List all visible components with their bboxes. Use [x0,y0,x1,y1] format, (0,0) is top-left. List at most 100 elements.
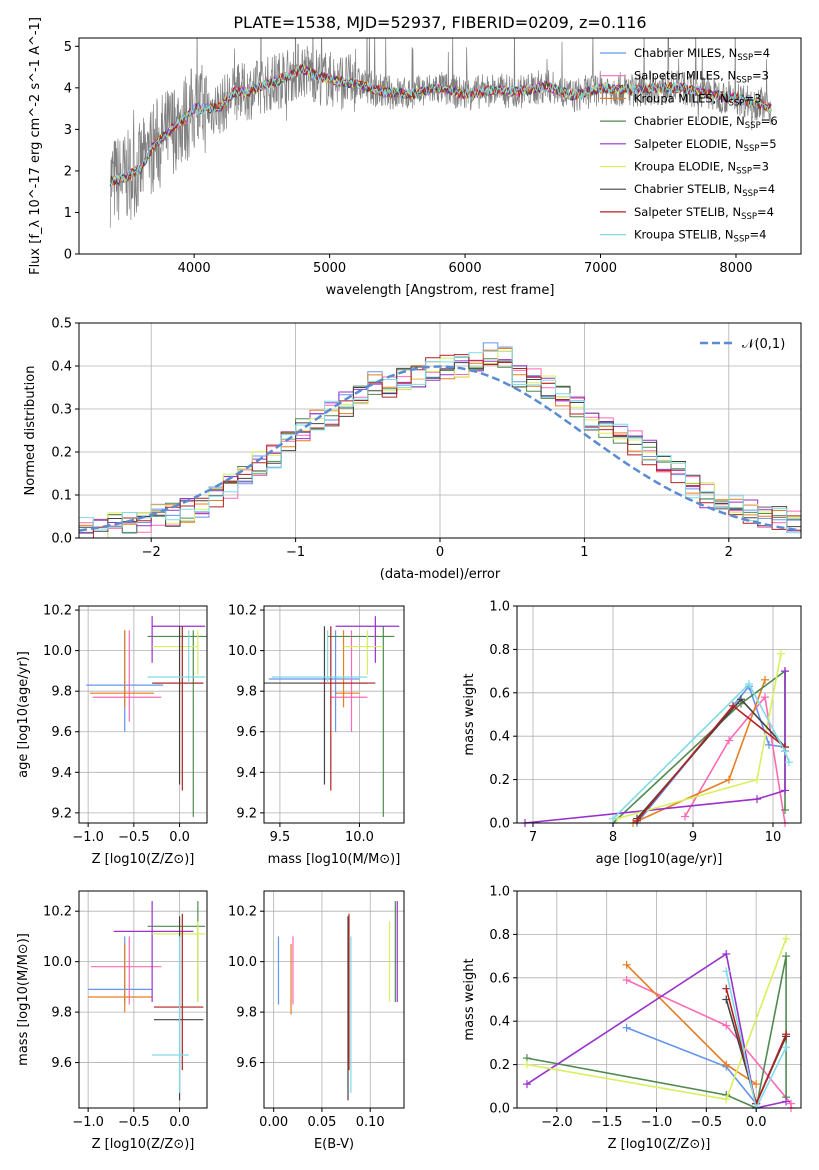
mass-weight-series-1 [684,695,786,824]
y-tick-label: 0.6 [489,686,510,701]
legend-entry: Chabrier STELIB, NSSP=4 [634,182,775,199]
x-axis-label: (data-model)/error [380,567,501,582]
y-tick-label: 10.2 [43,604,72,619]
spectrum-plot: 4000 5000 6000 7000 8000 0 1 2 3 4 5 wavelength [An… [28,17,802,298]
x-tick-label: −2.0 [541,1115,573,1130]
legend-entry: Kroupa STELIB, NSSP=4 [634,228,766,245]
plot-frame [516,605,802,824]
age-vs-metallicity-plot: −1.0 −0.5 0.0 9.2 9.4 9.6 9.8 10.0 10.2 Z [log10(… [16,604,208,867]
y-tick-label: 4 [64,81,72,96]
x-tick-label: 1 [580,545,588,560]
y-tick-label: 0.2 [51,446,72,461]
y-axis-label: mass weight [462,673,477,755]
legend-entry: 𝒩(0,1) [742,337,785,352]
x-tick-label: 10 [765,830,782,845]
mass-weight-vs-metallicity-plot: −2.0 −1.5 −1.0 −0.5 0.0 0.0 0.2 0.4 0.6 0.8 1.0 Z [… [462,885,802,1152]
y-tick-label: 0.5 [51,317,72,332]
model-spectrum-8 [109,64,772,188]
mass-vs-metallicity-plot: −1.0 −0.5 0.0 9.6 9.8 10.0 10.2 Z [log10(Z/Z⊙)]… [16,890,208,1152]
y-tick-label: 2 [64,164,72,179]
x-tick-label: −1.0 [641,1115,673,1130]
x-tick-label: 8 [609,830,617,845]
x-tick-label: 7000 [584,261,617,276]
y-tick-label: 10.0 [228,955,257,970]
y-tick-label: 1.0 [489,885,510,900]
x-axis-label: E(B-V) [314,1137,354,1152]
y-tick-label: 9.8 [236,1006,257,1021]
mass-weight-series-4 [524,671,786,824]
y-tick-label: 9.6 [236,725,257,740]
x-tick-label: 10.0 [345,830,374,845]
y-tick-label: 9.8 [236,685,257,700]
x-tick-label: −0.5 [118,1115,150,1130]
x-tick-label: −1.5 [591,1115,623,1130]
y-tick-label: 9.4 [51,766,72,781]
y-tick-label: 9.2 [51,806,72,821]
legend-entry: Kroupa ELODIE, NSSP=3 [634,160,769,177]
histogram-series-4 [78,359,801,538]
legend-entry: Salpeter STELIB, NSSP=4 [634,205,774,222]
x-tick-label: 5000 [313,261,346,276]
plot-frame [263,890,405,1109]
x-tick-label: −1.0 [72,830,104,845]
y-tick-label: 0.2 [489,773,510,788]
x-tick-label: −0.5 [118,830,150,845]
legend-entry: Chabrier ELODIE, NSSP=6 [634,114,778,131]
plot-frame [516,890,802,1109]
x-axis-label: Z [log10(Z/Z⊙)] [92,852,195,867]
x-tick-label: 0.05 [307,1115,336,1130]
plot-frame [263,605,405,824]
legend-entry: Salpeter MILES, NSSP=3 [634,69,769,86]
y-tick-label: 0.4 [489,1015,510,1030]
x-tick-label: 0.0 [746,1115,767,1130]
y-tick-label: 1.0 [489,600,510,615]
y-tick-label: 3 [64,123,72,138]
normal-reference-curve [78,365,802,532]
y-tick-label: 0.0 [489,1102,510,1117]
plot-frame [78,890,208,1109]
y-tick-label: 0.8 [489,928,510,943]
x-tick-label: 8000 [719,261,752,276]
observed-spectrum [109,38,772,228]
mass-weight-series-4 [526,952,787,1109]
figure-title: PLATE=1538, MJD=52937, FIBERID=0209, z=0… [233,13,646,32]
spectrum-lines [109,38,772,228]
y-tick-label: 0.2 [489,1058,510,1073]
x-axis-label: wavelength [Angstrom, rest frame] [326,283,555,298]
legend-entry: Salpeter ELODIE, NSSP=5 [634,137,777,154]
y-axis-label: mass [log10(M/M⊙)] [16,933,31,1066]
plot-frame [78,605,208,824]
y-tick-label: 0.4 [489,730,510,745]
y-axis-label: Normed distribution [23,366,38,496]
y-tick-label: 10.2 [228,604,257,619]
y-tick-label: 10.2 [228,905,257,920]
y-tick-label: 9.4 [236,766,257,781]
y-tick-label: 0.4 [51,360,72,375]
y-tick-label: 0.3 [51,403,72,418]
y-tick-label: 1 [64,206,72,221]
x-tick-label: −0.5 [691,1115,723,1130]
x-tick-label: −1.0 [72,1115,104,1130]
x-tick-label: −2 [142,545,161,560]
age-vs-mass-plot: 9.5 10.0 9.2 9.4 9.6 9.8 10.0 10.2 mass [log10(M… [228,604,405,867]
y-tick-label: 9.6 [51,725,72,740]
x-tick-label: 2 [725,545,733,560]
y-tick-label: 9.8 [51,1006,72,1021]
x-tick-label: 4000 [178,261,211,276]
y-tick-label: 5 [64,40,72,55]
x-tick-label: 0.0 [169,1115,190,1130]
y-axis-label: age [log10(age/yr)] [16,651,31,778]
y-axis-label: Flux [f_λ 10^-17 erg cm^-2 s^-1 A^-1] [28,17,43,275]
x-axis-label: Z [log10(Z/Z⊙)] [608,1137,711,1152]
residual-histogram-plot: −2 −1 0 1 2 0.0 0.1 0.2 0.3 0.4 0.5 (data-model)/er… [23,317,802,582]
y-tick-label: 0 [64,248,72,263]
x-tick-label: −1 [286,545,305,560]
y-tick-label: 10.0 [228,644,257,659]
histogram-series-7 [79,354,801,539]
y-tick-label: 0.1 [51,489,72,504]
x-axis-label: Z [log10(Z/Z⊙)] [92,1137,195,1152]
x-axis-label: age [log10(age/yr)] [596,852,723,867]
legend-entry: Chabrier MILES, NSSP=4 [634,46,770,63]
y-tick-label: 0.6 [489,971,510,986]
y-tick-label: 10.2 [43,905,72,920]
